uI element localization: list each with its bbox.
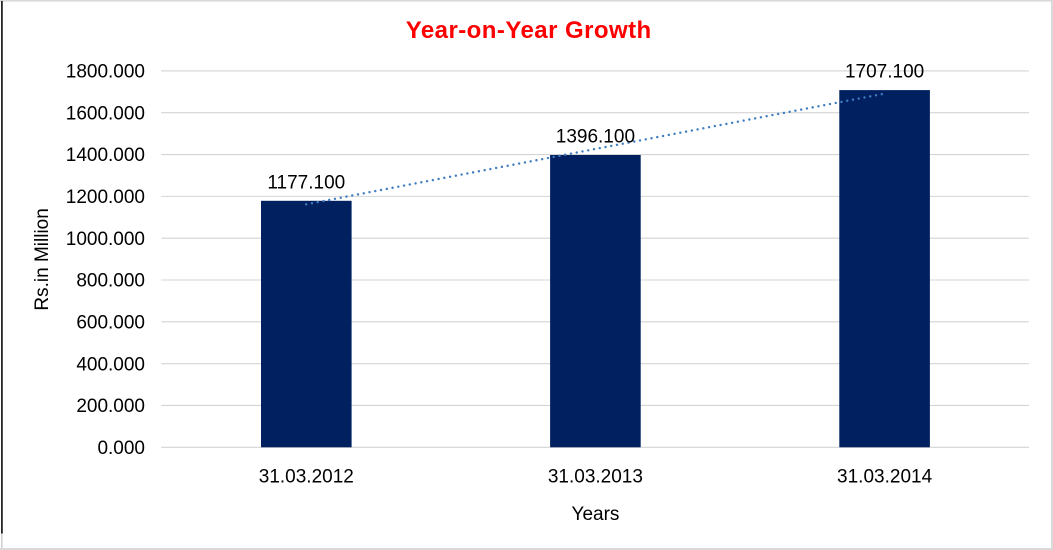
svg-text:Years: Years: [572, 504, 620, 525]
svg-text:31.03.2013: 31.03.2013: [548, 467, 643, 488]
svg-text:1600.000: 1600.000: [66, 103, 145, 124]
svg-text:800.000: 800.000: [76, 271, 145, 292]
svg-text:Year-on-Year Growth: Year-on-Year Growth: [406, 17, 652, 44]
svg-text:31.03.2014: 31.03.2014: [837, 467, 933, 488]
svg-text:1000.000: 1000.000: [66, 229, 145, 250]
svg-text:600.000: 600.000: [76, 313, 145, 334]
svg-text:0.000: 0.000: [97, 438, 145, 459]
svg-text:1177.100: 1177.100: [267, 172, 345, 193]
svg-text:400.000: 400.000: [76, 354, 145, 375]
svg-text:1200.000: 1200.000: [66, 187, 145, 208]
svg-text:1707.100: 1707.100: [845, 62, 924, 83]
svg-text:1396.100: 1396.100: [556, 127, 635, 148]
svg-text:1800.000: 1800.000: [66, 62, 145, 83]
svg-text:Rs.in Million: Rs.in Million: [32, 208, 53, 310]
svg-text:200.000: 200.000: [76, 396, 145, 417]
svg-text:1400.000: 1400.000: [66, 145, 145, 166]
svg-text:31.03.2012: 31.03.2012: [259, 467, 354, 488]
